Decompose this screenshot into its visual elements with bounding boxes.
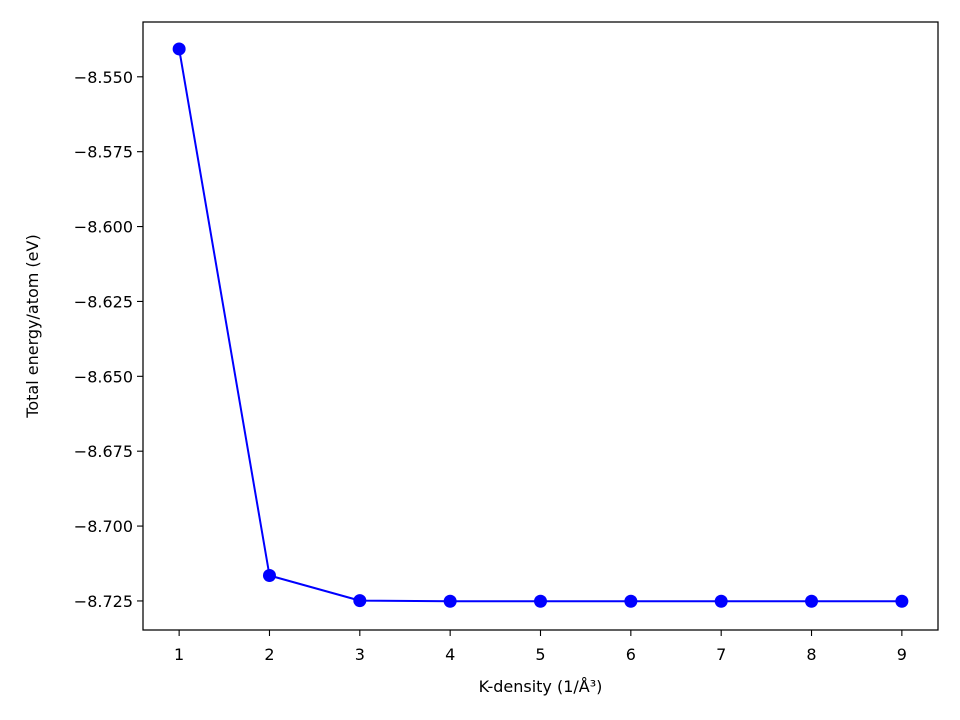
data-point [714,594,728,608]
y-axis-ticks: −8.550 −8.575 −8.600 −8.625 −8.650 −8.675 −8.7… [74,68,143,611]
y-tick-label: −8.550 [74,68,133,87]
x-tick-label: 9 [897,645,907,664]
plot-marks [172,42,909,608]
x-tick-label: 8 [806,645,816,664]
y-tick-label: −8.725 [74,592,133,611]
data-point [443,594,457,608]
x-tick-label: 7 [716,645,726,664]
data-point [353,594,367,608]
x-tick-label: 4 [445,645,455,664]
data-point [172,42,186,56]
y-tick-label: −8.675 [74,442,133,461]
data-point [805,594,819,608]
x-tick-label: 1 [174,645,184,664]
data-point [534,594,547,608]
y-tick-label: −8.575 [74,143,133,162]
x-tick-label: 5 [535,645,545,664]
y-tick-label: −8.700 [74,517,133,536]
x-tick-label: 6 [626,645,636,664]
data-point [262,568,276,582]
data-point [624,594,638,608]
x-tick-label: 2 [264,645,274,664]
x-tick-label: 3 [355,645,365,664]
y-tick-label: −8.625 [74,292,133,311]
y-tick-label: −8.600 [74,218,133,237]
y-tick-label: −8.650 [74,367,133,386]
y-axis-label: Total energy/atom (eV) [23,234,42,418]
x-axis-label: K-density (1/Å³) [479,677,603,696]
data-point [895,594,909,608]
x-axis-ticks: 1 2 3 4 5 6 7 8 9 [174,630,907,664]
